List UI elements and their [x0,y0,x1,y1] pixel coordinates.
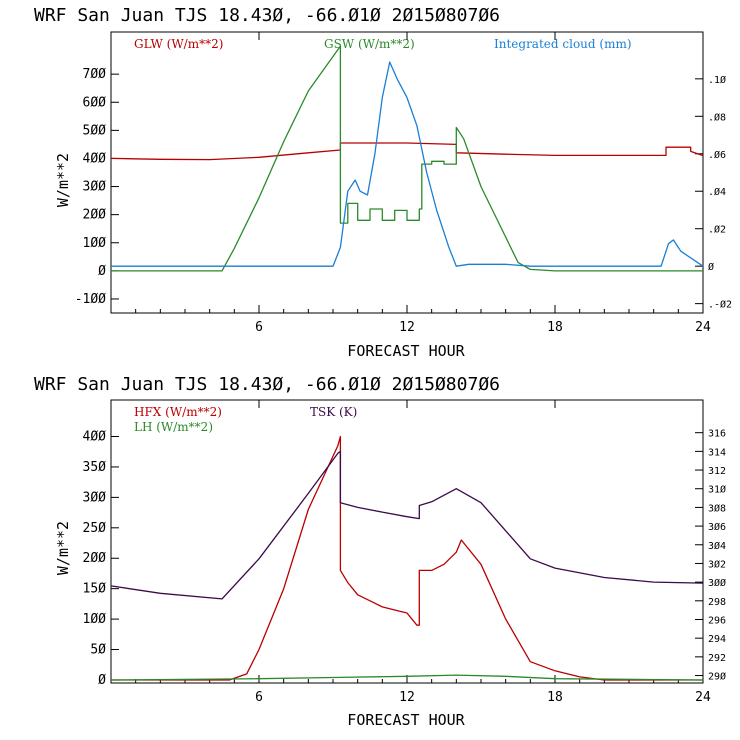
bottom-y-tick-label: 5Ø [90,643,106,658]
bottom-y-tick-label: 1ØØ [83,612,107,627]
bottom-y2-tick-label: 314 [708,447,726,458]
bottom-y-axis-label: W/m**2 [54,521,72,575]
bottom-series-line-1 [111,435,703,681]
bottom-y2-tick-label: 298 [708,597,726,608]
bottom-y2-tick-label: 3ØØ [708,577,726,589]
top-y-tick-label: -1ØØ [75,292,106,307]
top-chart-marks: 6 12 18 24 -1ØØ Ø 1ØØ 2ØØ 3ØØ 4ØØ 5ØØ 6ØØ 7ØØ .-Ø2 Ø .Ø… [75,32,732,335]
bottom-chart: WRF San Juan TJS 18.43Ø, -66.Ø1Ø 2Ø15Ø80… [34,374,726,729]
bottom-plot-frame [110,399,704,684]
top-y2-tick-label: Ø [708,261,714,273]
bottom-chart-marks: 6 12 18 24 Ø 5Ø 1ØØ 15Ø 2ØØ 25Ø 3ØØ 35Ø 4ØØ 29Ø 292 294… [83,400,726,705]
bottom-y2-tick-label: 3Ø4 [708,540,726,552]
bottom-x-tick-label: 6 [255,690,263,705]
top-y2-tick-label: .-Ø2 [708,299,732,311]
top-y-tick-label: Ø [98,264,106,279]
top-x-tick-label: 18 [547,320,563,335]
top-y-tick-label: 3ØØ [83,180,107,195]
bottom-y-tick-label: 25Ø [83,521,107,536]
bottom-y2-tick-label: 294 [708,634,726,645]
top-legend-gsw: GSW (W/m**2) [324,37,415,51]
top-y-tick-label: 2ØØ [83,208,107,223]
top-y-tick-label: 5ØØ [83,123,107,138]
bottom-legend-lh: LH (W/m**2) [134,420,213,434]
top-y-tick-label: 6ØØ [83,95,107,110]
bottom-y2-tick-label: 316 [708,429,726,440]
top-y-axis-label: W/m**2 [54,153,72,207]
bottom-x-tick-label: 12 [399,690,415,705]
bottom-y2-tick-label: 29Ø [708,671,726,683]
top-x-axis-label: FORECAST HOUR [347,342,465,360]
bottom-series-line-2 [110,674,704,681]
top-series-line-1 [110,142,704,161]
top-y-tick-label: 1ØØ [83,236,107,251]
bottom-y2-tick-label: 312 [708,466,726,477]
top-y2-tick-label: .Ø4 [708,186,726,198]
top-chart-title: WRF San Juan TJS 18.43Ø, -66.Ø1Ø 2Ø15Ø80… [34,5,500,26]
top-series-line-3 [111,61,704,267]
top-y-tick-label: 7ØØ [83,67,107,82]
top-y2-tick-label: .Ø6 [708,149,726,161]
bottom-y-tick-label: 15Ø [83,582,107,597]
bottom-x-axis-label: FORECAST HOUR [347,711,465,729]
top-x-tick-label: 24 [695,320,711,335]
bottom-legend-hfx: HFX (W/m**2) [134,405,222,419]
bottom-y2-tick-label: 3Ø8 [708,502,726,514]
top-x-tick-label: 12 [399,320,415,335]
bottom-x-tick-label: 24 [695,690,711,705]
bottom-y-tick-label: 2ØØ [83,551,107,566]
bottom-y2-tick-label: 31Ø [708,484,726,496]
bottom-y2-tick-label: 292 [708,653,726,664]
top-chart: WRF San Juan TJS 18.43Ø, -66.Ø1Ø 2Ø15Ø80… [34,5,732,360]
bottom-y-tick-label: Ø [98,673,106,688]
top-series-line-2 [111,45,703,272]
top-y2-tick-label: .Ø2 [708,224,726,236]
bottom-y-tick-label: 35Ø [83,460,107,475]
bottom-chart-title: WRF San Juan TJS 18.43Ø, -66.Ø1Ø 2Ø15Ø80… [34,374,500,395]
bottom-y2-tick-label: 3Ø6 [708,521,726,533]
top-x-tick-label: 6 [255,320,263,335]
top-y-tick-label: 4ØØ [83,151,107,166]
top-y2-tick-label: .Ø8 [708,111,726,123]
top-legend-cloud: Integrated cloud (mm) [494,37,632,51]
bottom-series-line-3 [110,450,704,600]
bottom-y-tick-label: 4ØØ [83,430,107,445]
bottom-legend-tsk: TSK (K) [310,405,357,419]
top-y2-tick-label: .1Ø [708,74,726,86]
bottom-x-tick-label: 18 [547,690,563,705]
top-legend-glw: GLW (W/m**2) [134,37,223,51]
bottom-y-tick-label: 3ØØ [83,490,107,505]
bottom-y2-tick-label: 296 [708,615,726,626]
bottom-y2-tick-label: 3Ø2 [708,558,726,570]
